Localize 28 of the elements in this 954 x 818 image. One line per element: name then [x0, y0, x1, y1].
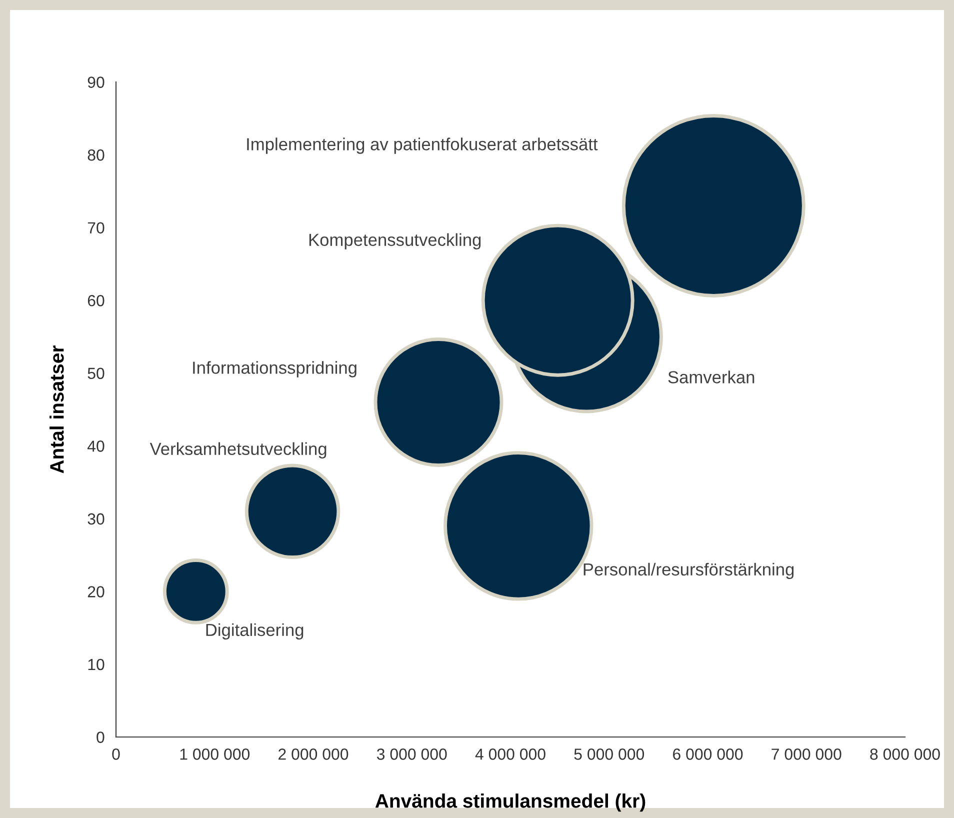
- text: Implementering av patientfokuserat arbetssätt: [247, 138, 598, 154]
- series-label: Informationsspridning: [193, 361, 356, 378]
- y-tick-label: 20: [88, 586, 104, 598]
- x-tick-label: 1 000 000: [180, 748, 250, 760]
- x-tick-label: 3 000 000: [376, 748, 447, 760]
- series-label: Digitalisering: [206, 623, 304, 640]
- y-tick-label: 30: [88, 513, 104, 525]
- y-tick-label: 80: [88, 149, 104, 161]
- series-label: Verksamhetsutveckling: [150, 442, 326, 458]
- y-axis-title: Antal insatser: [50, 345, 64, 474]
- x-tick-label: 8 000 000: [870, 748, 940, 760]
- y-tick-label: 90: [88, 76, 104, 88]
- x-tick-label: 2 000 000: [278, 748, 348, 760]
- series-label: Samverkan: [668, 370, 754, 384]
- y-tick-label: 10: [88, 658, 104, 670]
- x-tick-label: 0: [112, 748, 120, 760]
- x-tick-label: 7 000 000: [772, 748, 842, 760]
- x-tick-label: 5 000 000: [574, 748, 644, 760]
- x-tick-label: 4 000 000: [475, 748, 546, 760]
- y-tick-label: 0: [96, 732, 104, 743]
- series-label: Kompetenssutveckling: [309, 233, 481, 250]
- y-tick-label: 40: [87, 440, 104, 452]
- y-tick-label: 70: [88, 222, 104, 234]
- y-tick-label: 50: [88, 368, 104, 380]
- series-label: Personal/resursförstärkning: [584, 562, 794, 580]
- y-tick-label: 60: [88, 294, 104, 306]
- x-axis-title: Använda stimulansmedel (kr): [375, 794, 646, 812]
- x-tick-label: 6 000 000: [673, 748, 743, 760]
